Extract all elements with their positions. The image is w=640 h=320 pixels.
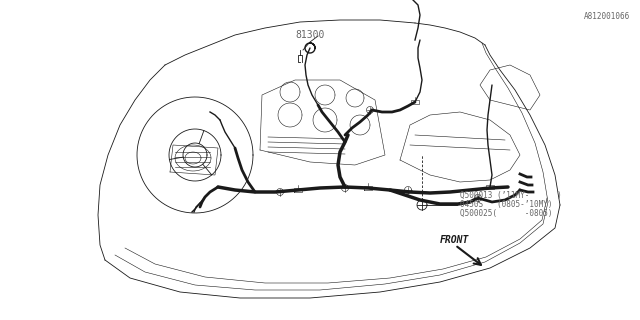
- Text: Q500025(      -0805): Q500025( -0805): [460, 209, 552, 218]
- Text: Q500013 (’11MY-      ): Q500013 (’11MY- ): [460, 190, 562, 199]
- Text: 81300: 81300: [295, 30, 324, 40]
- Text: 0450S   (0805-’10MY): 0450S (0805-’10MY): [460, 199, 552, 209]
- Text: FRONT: FRONT: [440, 235, 469, 245]
- Text: A812001066: A812001066: [584, 12, 630, 21]
